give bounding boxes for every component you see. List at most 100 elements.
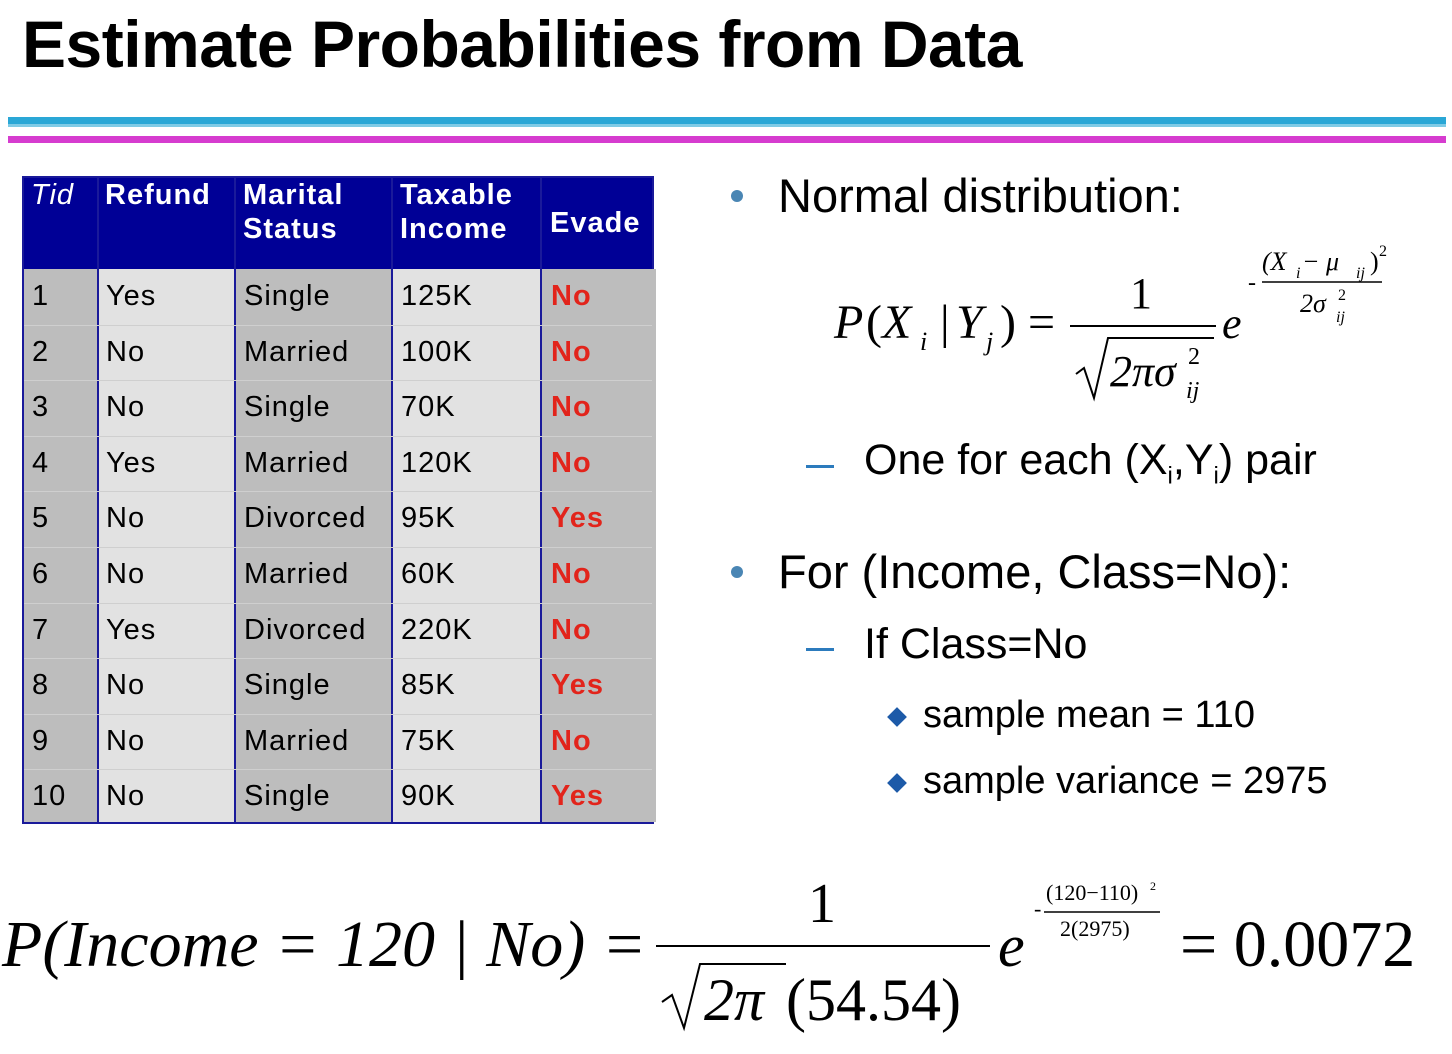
row-divider xyxy=(24,658,652,660)
cell-tid: 5 xyxy=(32,502,50,535)
row-divider xyxy=(24,491,652,493)
cell-tid: 4 xyxy=(32,446,50,479)
diamond-bullet-icon xyxy=(887,773,907,793)
cell-evade: No xyxy=(551,280,592,312)
sub-bullet-pair: One for each (Xi,Yi) pair xyxy=(864,436,1317,491)
row-divider xyxy=(24,324,652,326)
cell-evade: No xyxy=(551,446,592,479)
f1-exp-den: 2σ xyxy=(1300,289,1327,318)
bullet-normal-distribution: Normal distribution: xyxy=(778,169,1183,222)
f1-exp-num-ij: ij xyxy=(1356,265,1365,282)
cell-evade: Yes xyxy=(551,669,604,702)
f1-paren-open: ( xyxy=(866,296,882,349)
f2-exp-minus: - xyxy=(1034,896,1041,921)
f2-e: e xyxy=(998,913,1025,979)
normal-pdf-formula: P ( X i | Y j ) = 1 2πσ 2 ij e - (X i − … xyxy=(833,243,1387,404)
row-divider xyxy=(24,713,652,715)
f1-exp-minus: - xyxy=(1248,270,1256,296)
row-divider xyxy=(24,769,652,771)
table-row: 8 No Single 85K Yes xyxy=(24,658,652,714)
header-evade: Evade xyxy=(550,207,641,239)
sub-bullet-class-no: If Class=No xyxy=(864,620,1088,668)
header-refund: Refund xyxy=(105,179,211,211)
cell-evade: No xyxy=(551,724,592,757)
cell-income: 220K xyxy=(401,613,473,646)
cell-tid: 10 xyxy=(32,780,67,813)
cell-evade: Yes xyxy=(551,780,604,813)
col-bg-refund xyxy=(98,269,235,822)
cell-income: 70K xyxy=(401,391,456,424)
f2-sqrt-body: 2π xyxy=(704,967,766,1033)
cell-tid: 2 xyxy=(32,335,50,368)
col-bg-marital xyxy=(235,269,392,822)
header-income-line1: Taxable xyxy=(400,179,513,211)
cell-refund: Yes xyxy=(106,613,157,646)
cell-tid: 3 xyxy=(32,391,50,424)
f1-Y: Y xyxy=(956,296,987,349)
table-row: 4 Yes Married 120K No xyxy=(24,435,652,492)
cell-marital: Single xyxy=(244,780,331,813)
f1-exp-num-sup: 2 xyxy=(1379,243,1387,260)
f2-exp-num: (120−110) xyxy=(1046,880,1138,905)
cell-marital: Divorced xyxy=(244,613,367,646)
pair-text-2: ,Y xyxy=(1172,436,1214,484)
f1-numerator: 1 xyxy=(1130,269,1152,318)
col-bg-tid xyxy=(24,269,98,822)
cell-marital: Single xyxy=(244,669,331,702)
f2-numerator: 1 xyxy=(808,873,836,935)
table-row: 1 Yes Single 125K No xyxy=(24,269,652,325)
f1-Y-sub: j xyxy=(983,327,993,356)
pair-text-3: ) pair xyxy=(1218,436,1317,484)
cell-marital: Divorced xyxy=(244,502,367,535)
cell-evade: Yes xyxy=(551,502,604,535)
pair-sub-2: i xyxy=(1213,462,1219,490)
cell-refund: Yes xyxy=(106,280,157,312)
bullet-dot xyxy=(731,566,743,578)
cell-refund: No xyxy=(106,502,146,535)
f1-exp-num-i: i xyxy=(1296,265,1300,282)
f2-result: = 0.0072 xyxy=(1180,908,1415,981)
diamond-bullet-icon xyxy=(887,707,907,727)
table-row: 5 No Divorced 95K Yes xyxy=(24,491,652,547)
f1-exp-den-sup: 2 xyxy=(1338,287,1346,304)
cell-refund: No xyxy=(106,558,146,590)
cell-marital: Married xyxy=(244,335,350,368)
cell-income: 120K xyxy=(401,446,473,479)
cell-income: 85K xyxy=(401,669,456,702)
table-row: 3 No Single 70K No xyxy=(24,380,652,436)
cell-tid: 6 xyxy=(32,558,50,590)
f1-exp-den-sub: ij xyxy=(1336,309,1345,326)
f1-X: X xyxy=(880,296,913,349)
row-divider xyxy=(24,435,652,437)
cell-income: 60K xyxy=(401,558,456,590)
f1-paren-close: ) xyxy=(1000,296,1016,349)
f1-sqrt-body: 2πσ xyxy=(1110,347,1178,396)
col-bg-evade xyxy=(541,269,656,822)
dash-bullet xyxy=(806,465,834,468)
cell-refund: No xyxy=(106,391,146,424)
cell-evade: No xyxy=(551,613,592,646)
title-rule-magenta xyxy=(8,136,1446,143)
cell-income: 125K xyxy=(401,280,473,312)
header-tid: Tid xyxy=(31,179,75,211)
cell-income: 90K xyxy=(401,780,456,813)
cell-marital: Married xyxy=(244,446,350,479)
cell-tid: 7 xyxy=(32,613,50,646)
bullet-dot xyxy=(731,190,743,202)
cell-evade: No xyxy=(551,391,592,424)
col-divider xyxy=(97,178,99,822)
title-rule-cyan-light xyxy=(8,124,1446,127)
table-header xyxy=(24,178,652,269)
f1-sigma-sup: 2 xyxy=(1188,344,1200,370)
f2-exp-den: 2(2975) xyxy=(1060,916,1130,941)
f1-sqrt xyxy=(1075,337,1214,402)
cell-tid: 8 xyxy=(32,669,50,702)
cell-marital: Married xyxy=(244,724,350,757)
col-divider xyxy=(391,178,393,822)
f1-bar: | xyxy=(940,296,950,349)
sample-mean: sample mean = 110 xyxy=(923,694,1255,736)
cell-tid: 1 xyxy=(32,280,50,312)
cell-marital: Married xyxy=(244,558,350,590)
data-table: Tid Refund Marital Status Taxable Income… xyxy=(22,176,656,824)
header-marital-line2: Status xyxy=(243,213,338,245)
